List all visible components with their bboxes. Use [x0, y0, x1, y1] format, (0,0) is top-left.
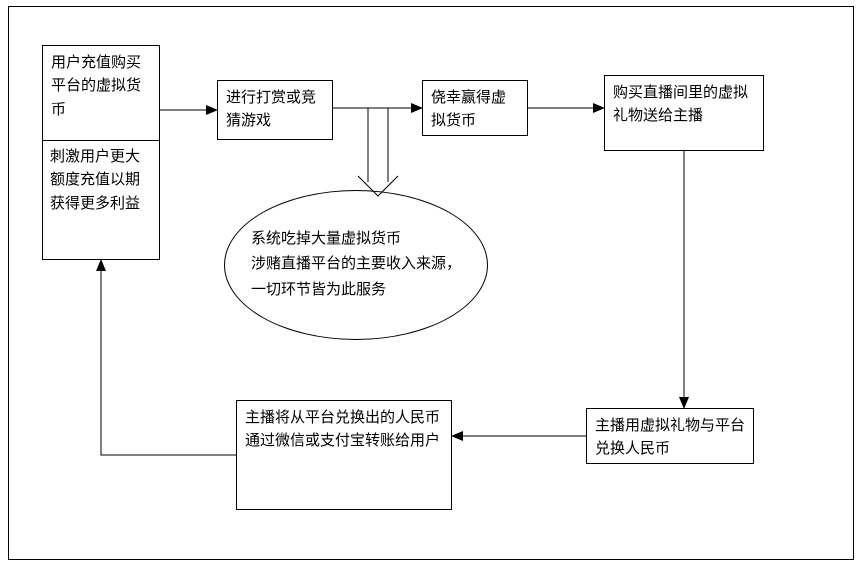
node-buy-gifts: 购买直播间里的虚拟礼物送给主播	[604, 75, 764, 151]
node-stimulate-label: 刺激用户更大额度充值以期获得更多利益	[50, 146, 152, 216]
node-exchange-rmb: 主播用虚拟礼物与平台兑换人民币	[586, 408, 754, 464]
node-center-text: 系统吃掉大量虚拟货币 涉赌直播平台的主要收入来源，一切环节皆为此服务	[251, 227, 461, 304]
node-center-system: 系统吃掉大量虚拟货币 涉赌直播平台的主要收入来源，一切环节皆为此服务	[224, 190, 488, 340]
node-user-recharge-label: 用户充值购买平台的虚拟货币	[51, 52, 151, 122]
flowchart-canvas: 用户充值购买平台的虚拟货币 刺激用户更大额度充值以期获得更多利益 进行打赏或竞猜…	[0, 0, 865, 572]
node-tip-or-bet: 进行打赏或竞猜游戏	[217, 80, 333, 140]
node-transfer-back: 主播将从平台兑换出的人民币 通过微信或支付宝转账给用户	[236, 400, 452, 510]
node-win-coins: 侥幸赢得虚拟货币	[422, 80, 528, 136]
node1-divider	[42, 140, 160, 141]
